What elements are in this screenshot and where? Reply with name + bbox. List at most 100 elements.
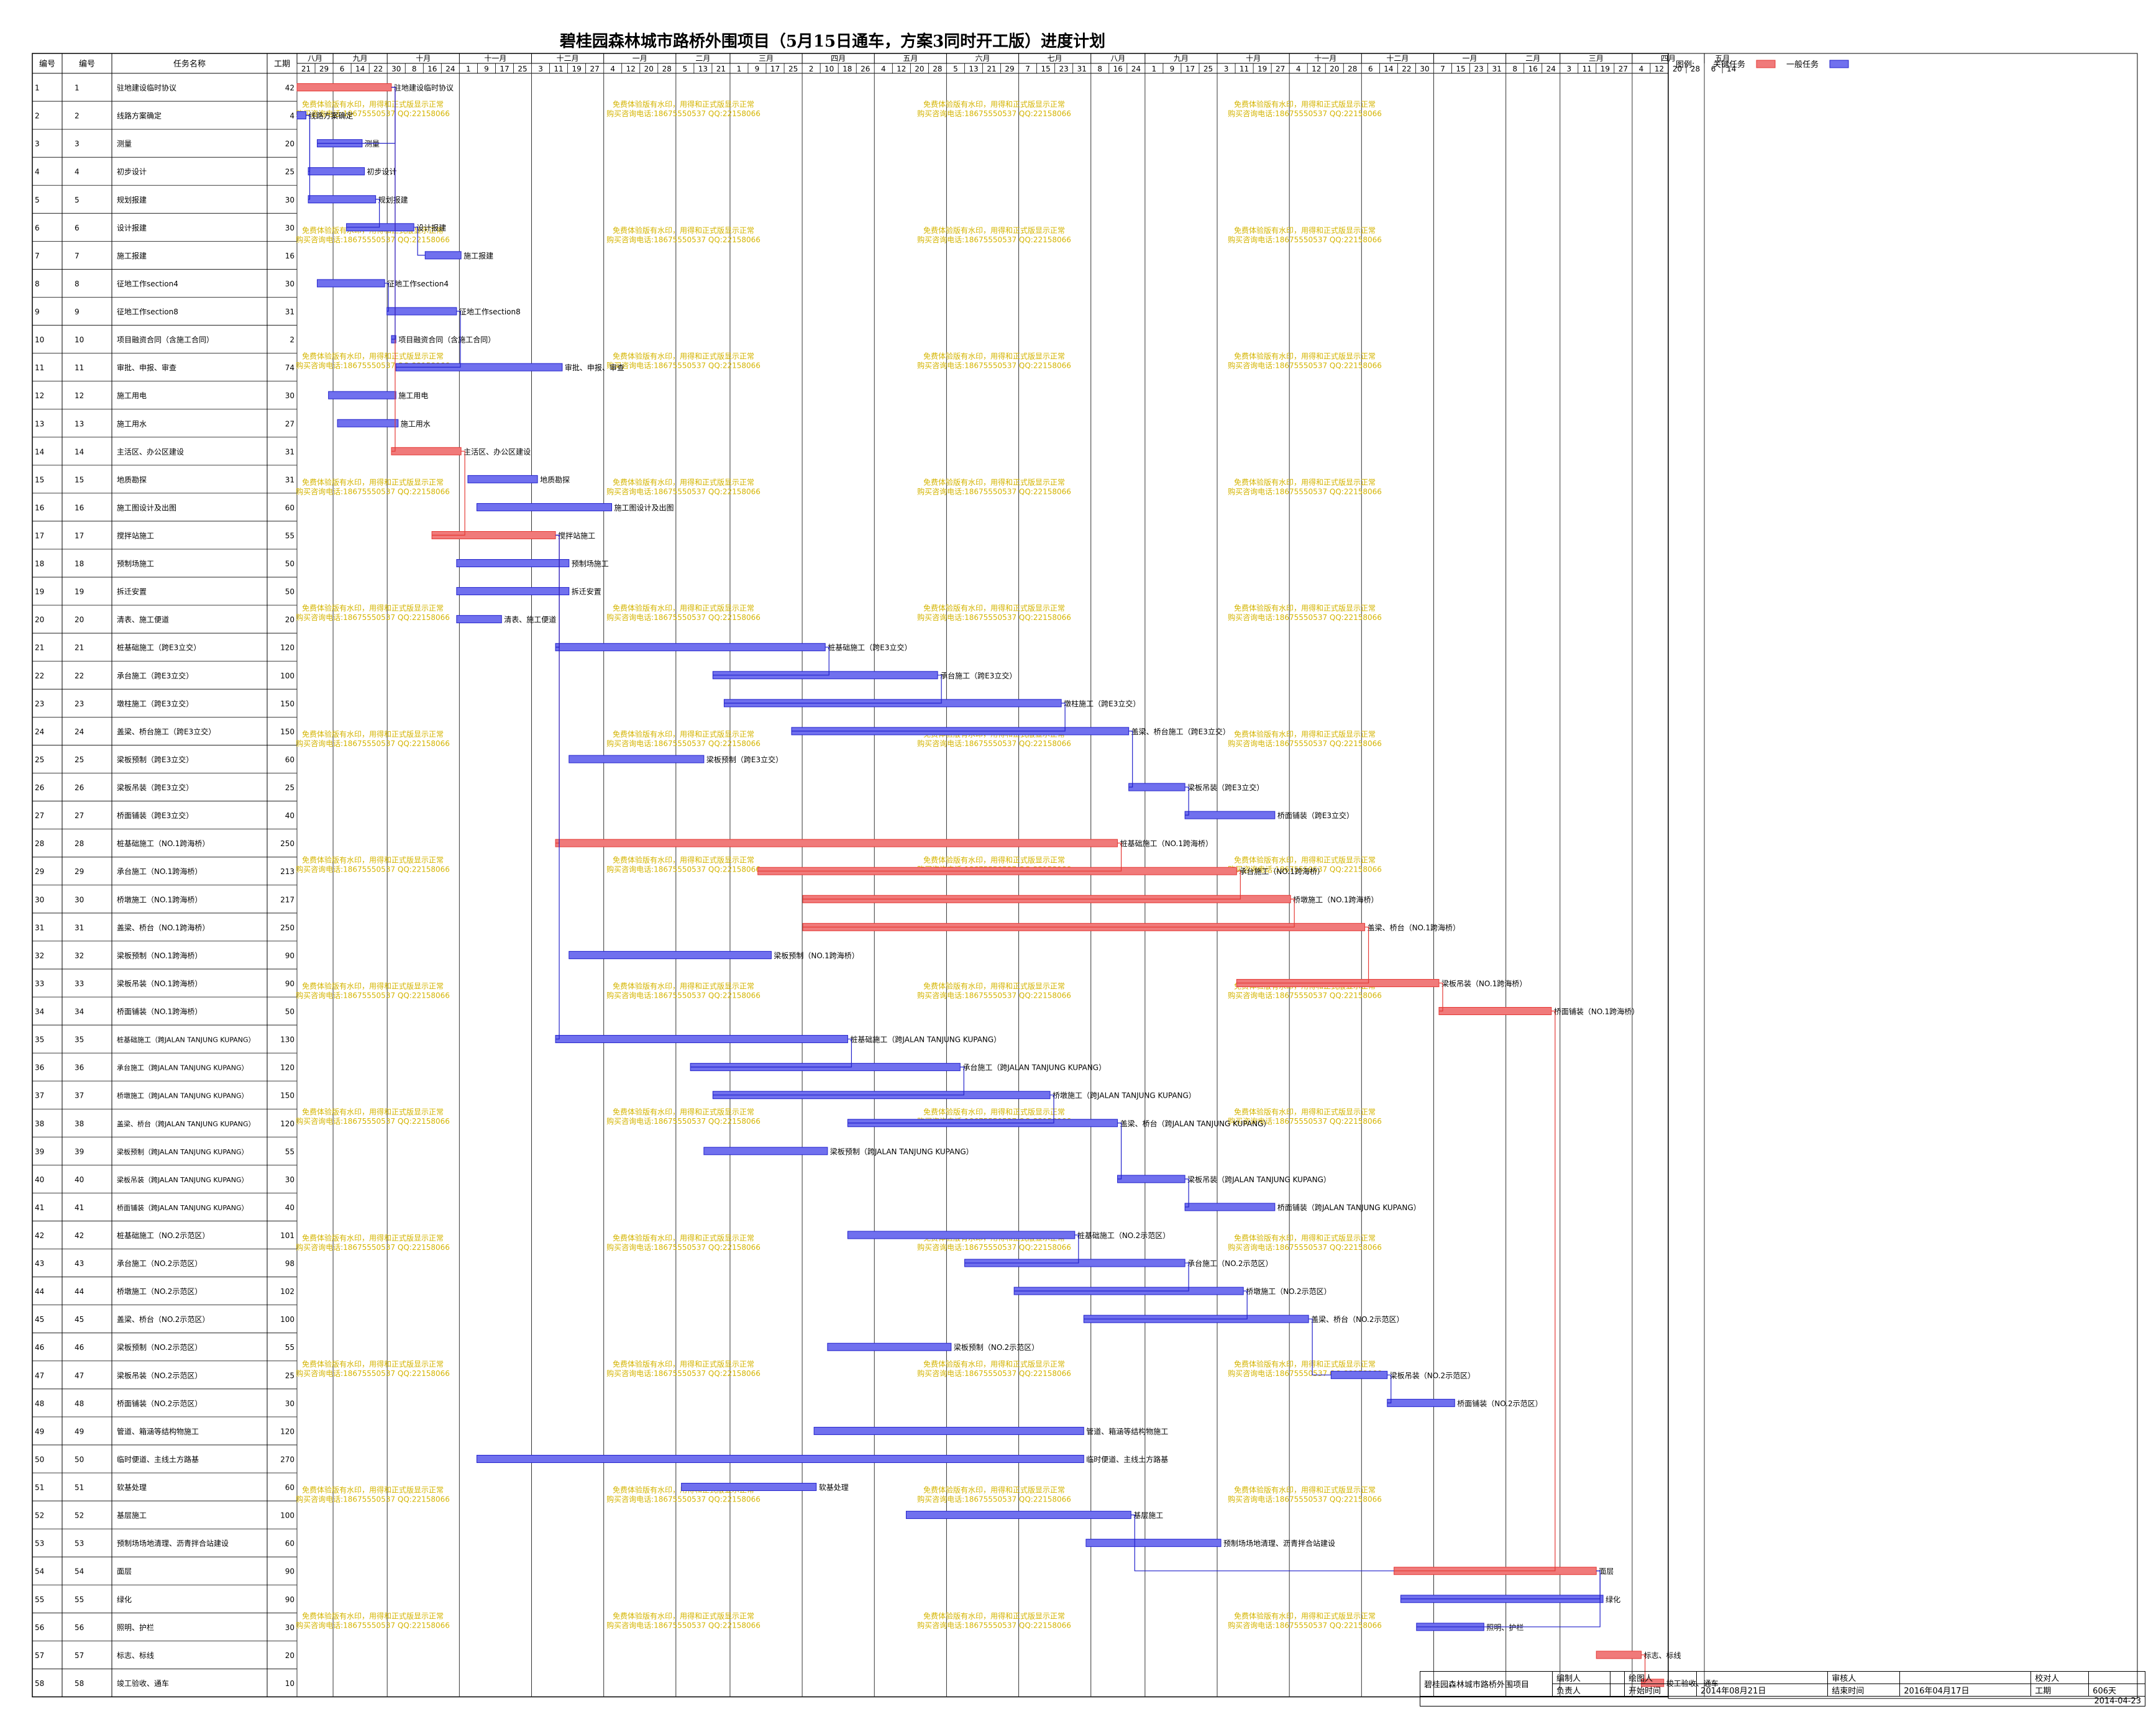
dependency-link <box>1394 1010 1556 1572</box>
row-number: 31 <box>75 923 84 932</box>
bar-label: 承台施工（NO.2示范区） <box>1187 1259 1272 1268</box>
task-duration: 60 <box>285 1539 295 1548</box>
watermark-line: 购买咨询电话:18675550537 QQ:22158066 <box>917 739 1071 748</box>
row-number: 4 <box>75 168 80 176</box>
watermark-line: 购买咨询电话:18675550537 QQ:22158066 <box>606 990 761 1000</box>
bar-label: 绿化 <box>1606 1595 1620 1604</box>
day-label: 29 <box>1005 65 1014 73</box>
day-label: 8 <box>1097 65 1102 73</box>
day-label: 26 <box>861 65 870 73</box>
task-name: 承台施工（跨E3立交） <box>117 671 193 680</box>
row-number: 32 <box>75 951 84 960</box>
row-id: 42 <box>35 1231 44 1240</box>
task-duration: 60 <box>285 755 295 764</box>
task-bar-20 <box>456 615 502 624</box>
watermark-line: 购买咨询电话:18675550537 QQ:22158066 <box>296 486 450 496</box>
watermark-line: 购买咨询电话:18675550537 QQ:22158066 <box>1228 865 1382 874</box>
task-duration: 55 <box>285 531 295 540</box>
row-id: 46 <box>35 1343 44 1352</box>
row-number: 14 <box>75 447 84 456</box>
day-label: 16 <box>427 65 437 73</box>
dependency-link <box>1387 1374 1392 1403</box>
watermark-line: 购买咨询电话:18675550537 QQ:22158066 <box>606 739 761 748</box>
row-id: 11 <box>35 363 44 372</box>
dependency-link <box>803 898 1295 927</box>
legend-normal-swatch <box>1829 60 1849 68</box>
month-label: 八月 <box>308 54 322 63</box>
task-name: 主活区、办公区建设 <box>117 447 184 456</box>
dependency-link <box>555 534 560 844</box>
watermark-line: 购买咨询电话:18675550537 QQ:22158066 <box>1228 361 1382 370</box>
row-id: 55 <box>35 1595 44 1604</box>
watermark-line: 购买咨询电话:18675550537 QQ:22158066 <box>296 1620 450 1629</box>
day-label: 31 <box>1077 65 1087 73</box>
watermark-line: 购买咨询电话:18675550537 QQ:22158066 <box>1228 1620 1382 1629</box>
bar-label: 桥墩施工（NO.2示范区） <box>1246 1287 1331 1296</box>
bar-label: 施工用电 <box>398 391 428 400</box>
watermark-line: 免费体验版有水印，用得和正式版显示正常 <box>923 226 1065 235</box>
task-name: 施工报建 <box>117 251 147 260</box>
row-number: 57 <box>75 1651 84 1660</box>
row-number: 43 <box>75 1259 84 1268</box>
task-name: 搅拌站施工 <box>117 531 154 540</box>
task-duration: 120 <box>280 644 295 652</box>
task-duration: 20 <box>285 616 295 624</box>
task-duration: 217 <box>280 895 295 904</box>
task-bar-26 <box>1128 783 1185 791</box>
day-label: 21 <box>716 65 726 73</box>
day-label: 24 <box>1131 65 1141 73</box>
watermark-line: 免费体验版有水印，用得和正式版显示正常 <box>1234 603 1376 613</box>
task-name: 施工用电 <box>117 391 147 400</box>
watermark-line: 购买咨询电话:18675550537 QQ:22158066 <box>917 235 1071 244</box>
row-id: 56 <box>35 1623 44 1632</box>
row-number: 50 <box>75 1455 84 1464</box>
task-duration: 20 <box>285 140 295 148</box>
bar-label: 测量 <box>365 140 380 148</box>
task-name: 桥墩施工（NO.1跨海桥） <box>117 895 202 904</box>
task-name: 盖梁、桥台（跨JALAN TANJUNG KUPANG） <box>117 1119 255 1128</box>
watermark-line: 免费体验版有水印，用得和正式版显示正常 <box>923 981 1065 990</box>
task-name: 桥面铺装（跨JALAN TANJUNG KUPANG） <box>117 1204 249 1212</box>
bar-label: 线路方案确定 <box>308 111 353 121</box>
watermark-line: 免费体验版有水印，用得和正式版显示正常 <box>302 1107 444 1116</box>
day-label: 19 <box>572 65 581 73</box>
task-bar-2 <box>296 111 306 120</box>
watermark-line: 购买咨询电话:18675550537 QQ:22158066 <box>917 486 1071 496</box>
month-label: 九月 <box>353 54 368 63</box>
day-label: 6 <box>1368 65 1373 73</box>
task-name: 管道、箱涵等结构物施工 <box>117 1426 199 1436</box>
task-bar-1 <box>296 83 392 92</box>
row-number: 34 <box>75 1008 84 1016</box>
watermark-line: 购买咨询电话:18675550537 QQ:22158066 <box>917 109 1071 118</box>
row-number: 6 <box>75 224 80 232</box>
bar-label: 设计报建 <box>416 223 446 232</box>
task-duration: 50 <box>285 588 295 596</box>
day-label: 16 <box>1113 65 1123 73</box>
watermark-line: 免费体验版有水印，用得和正式版显示正常 <box>923 1107 1065 1116</box>
bar-label: 梁板预制（跨E3立交） <box>706 755 783 764</box>
row-number: 12 <box>75 391 84 400</box>
watermark-line: 免费体验版有水印，用得和正式版显示正常 <box>1234 477 1376 486</box>
footer-dur-label: 工期 <box>2030 1684 2090 1697</box>
bar-label: 梁板预制（NO.1跨海桥） <box>774 950 859 960</box>
task-name: 桩基础施工（跨JALAN TANJUNG KUPANG） <box>117 1036 255 1044</box>
watermark-line: 免费体验版有水印，用得和正式版显示正常 <box>302 603 444 613</box>
day-label: 24 <box>445 65 455 73</box>
legend-critical-label: 关键任务 <box>1713 60 1745 70</box>
day-label: 19 <box>1601 65 1610 73</box>
bar-label: 墩柱施工（跨E3立交） <box>1064 699 1140 708</box>
watermark-line: 免费体验版有水印，用得和正式版显示正常 <box>923 352 1065 361</box>
dependency-link <box>346 199 380 228</box>
watermark-line: 免费体验版有水印，用得和正式版显示正常 <box>302 99 444 109</box>
watermark-line: 购买咨询电话:18675550537 QQ:22158066 <box>1228 1116 1382 1126</box>
task-name: 地质勘探 <box>117 475 147 484</box>
dependency-link <box>713 1067 964 1096</box>
row-id: 7 <box>35 252 40 260</box>
day-label: 23 <box>1474 65 1483 73</box>
row-id: 33 <box>35 979 44 988</box>
row-number: 10 <box>75 335 84 344</box>
bar-label: 桥面铺装（跨E3立交） <box>1277 811 1354 820</box>
task-name: 线路方案确定 <box>117 111 162 121</box>
row-id: 53 <box>35 1539 44 1548</box>
day-label: 22 <box>1402 65 1411 73</box>
